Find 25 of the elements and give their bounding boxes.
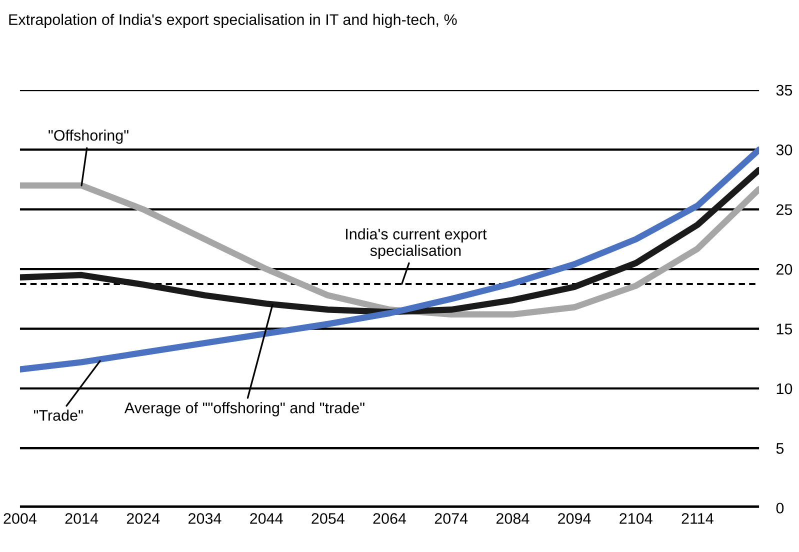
x-tick-label: 2114 <box>682 513 714 524</box>
chart-title: Extrapolation of India's export specialisation in IT and high-tech, % <box>9 14 457 28</box>
y-tick-label: 10 <box>776 383 792 394</box>
y-tick-label: 20 <box>776 264 792 275</box>
x-tick-label: 2104 <box>620 513 652 524</box>
x-tick-label: 2084 <box>496 513 530 524</box>
y-tick-label: 5 <box>776 443 784 454</box>
x-tick-label: 2014 <box>65 513 98 524</box>
x-tick-label: 2044 <box>250 513 283 524</box>
y-tick-label: 25 <box>776 204 792 216</box>
y-tick-label: 0 <box>776 502 784 514</box>
y-tick-label: 30 <box>776 144 792 156</box>
annotation: "Trade" <box>34 410 83 421</box>
annotation: Average of ""offshoring" and "trade" <box>124 402 364 416</box>
annotation: India's current export specialisation <box>346 228 487 259</box>
x-tick-label: 2064 <box>373 513 406 524</box>
annotation: "Offshoring" <box>48 130 128 144</box>
x-tick-label: 2034 <box>188 513 222 524</box>
x-tick-label: 2074 <box>434 513 468 524</box>
x-tick-label: 2004 <box>4 513 37 524</box>
y-tick-label: 15 <box>776 324 792 334</box>
x-tick-label: 2094 <box>558 513 591 524</box>
y-tick-label: 35 <box>776 84 792 96</box>
x-tick-label: 2024 <box>126 513 160 524</box>
x-tick-label: 2054 <box>312 513 344 524</box>
